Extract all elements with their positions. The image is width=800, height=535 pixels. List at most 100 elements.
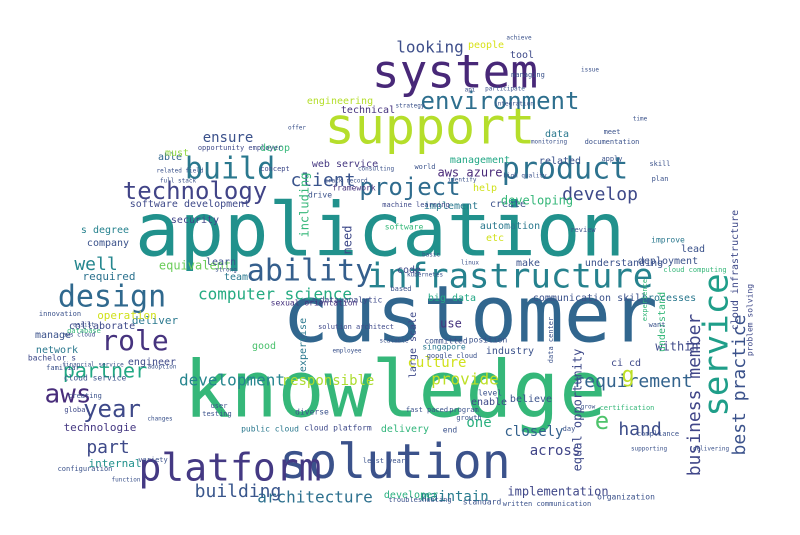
word-role: role xyxy=(101,324,168,357)
word-linux: linux xyxy=(461,260,479,267)
word-program: program xyxy=(449,406,479,414)
word-devop: devop xyxy=(260,143,290,154)
word-product: product xyxy=(502,152,628,187)
word-fast-paced: fast paced xyxy=(406,406,448,414)
word-level: level xyxy=(478,389,502,398)
word-system: system xyxy=(372,45,538,99)
word-testing: testing xyxy=(202,410,232,418)
word-software-development: software development xyxy=(130,199,250,210)
word-hand: hand xyxy=(618,419,661,440)
word-understand: understand xyxy=(657,292,668,352)
word-drive: drive xyxy=(308,191,332,200)
word-opportunity-employer: opportunity employer xyxy=(198,144,282,152)
word-changes: changes xyxy=(147,416,173,423)
word-requirement: requirement xyxy=(573,371,692,392)
word-cloud-service: cloud service xyxy=(64,374,127,383)
word-equivalent: equivalent xyxy=(159,259,231,273)
word-responsible: responsible xyxy=(282,373,375,389)
word-environment: environment xyxy=(421,87,580,115)
word-g: g xyxy=(621,363,634,388)
word-industry: industry xyxy=(486,346,534,357)
word-related: related xyxy=(539,156,581,167)
word-plan: plan xyxy=(652,175,669,183)
word-track-record: track record xyxy=(324,178,368,185)
word-communication-skill: communication skill xyxy=(533,293,647,304)
word-supporting: supporting xyxy=(631,446,668,453)
word-engineering: engineering xyxy=(307,96,373,107)
word-including: including xyxy=(298,172,312,237)
word-required: required xyxy=(83,270,136,283)
word-use: use xyxy=(440,317,462,331)
word-part: part xyxy=(86,437,129,458)
word-innovation: innovation xyxy=(39,310,81,318)
word-aws-cloud: aws cloud xyxy=(63,332,96,339)
word-deliver: deliver xyxy=(132,314,179,327)
word-delivering: delivering xyxy=(693,446,730,453)
word-engineer: engineer xyxy=(128,357,176,368)
word-written-communication: written communication xyxy=(503,500,592,508)
word-participate: participate xyxy=(485,86,525,93)
word-people: people xyxy=(468,40,504,51)
word-sexual-orientation: sexual orientation xyxy=(271,299,358,308)
word-make: make xyxy=(516,258,540,269)
word-believe: believe xyxy=(510,394,552,405)
word-apply: apply xyxy=(601,155,622,163)
word-manage: manage xyxy=(35,330,71,341)
word-code: code xyxy=(397,265,421,276)
word-learn: learn xyxy=(206,257,236,268)
word-year: year xyxy=(83,395,141,423)
word-development: development xyxy=(179,371,285,390)
word-security: security xyxy=(171,215,219,226)
word-equal-opportunity: equal opportunity xyxy=(571,349,585,472)
word-provide: provide xyxy=(431,370,498,389)
word-creating: creating xyxy=(68,392,102,400)
word-google-cloud: google cloud xyxy=(427,352,478,360)
word-cloud-computing: cloud computing xyxy=(663,266,726,274)
word-consulting: consulting xyxy=(358,166,395,173)
word-aws: aws xyxy=(45,380,92,410)
word-must: must xyxy=(165,148,189,159)
word-company: company xyxy=(87,238,129,249)
word-technologie: technologie xyxy=(64,421,137,434)
word-management: management xyxy=(450,155,510,166)
word-developing: developing xyxy=(501,194,573,208)
word-user: user xyxy=(211,402,228,410)
word-integration: integration xyxy=(494,101,534,108)
word-etc: etc xyxy=(486,233,504,244)
word-ci-cd: ci cd xyxy=(611,358,641,369)
word-day: day xyxy=(563,425,576,433)
word-technology: technology xyxy=(123,177,268,205)
word-support: support xyxy=(325,98,536,156)
word-employee: employee xyxy=(333,348,362,355)
word-maintain: maintain xyxy=(421,489,488,505)
word-growth: growth xyxy=(456,414,481,422)
word-help: help xyxy=(473,183,497,194)
word-strong: strong xyxy=(215,267,237,274)
word-within: within xyxy=(655,340,698,354)
word-architecture: architecture xyxy=(257,488,373,507)
word-global: global xyxy=(64,406,89,414)
word-understanding: understanding xyxy=(585,258,663,269)
word-building: building xyxy=(195,481,282,502)
word-good: good xyxy=(252,341,276,352)
word-design: design xyxy=(58,280,166,315)
word-end: end xyxy=(443,426,458,435)
word-automation: automation xyxy=(480,221,540,232)
word-looking: looking xyxy=(396,38,463,57)
word-offer: offer xyxy=(288,125,306,132)
word-knowledge: knowledge xyxy=(184,345,607,435)
word-lead: lead xyxy=(681,244,705,255)
word-assist: assist xyxy=(73,322,95,329)
word-public-cloud: public cloud xyxy=(241,425,299,434)
word-solution-architect: solution architect xyxy=(318,323,394,331)
word-improve: improve xyxy=(651,236,685,245)
word-least-year: least year xyxy=(363,457,405,465)
word-monitoring: monitoring xyxy=(531,139,568,146)
word-grow: grow xyxy=(581,404,596,411)
word-full-stack: full stack xyxy=(160,178,197,185)
word-client: client xyxy=(290,170,355,191)
word-bachelor-s: bachelor s xyxy=(28,354,76,363)
word-based: based xyxy=(390,285,411,293)
word-processes: processes xyxy=(642,293,696,304)
